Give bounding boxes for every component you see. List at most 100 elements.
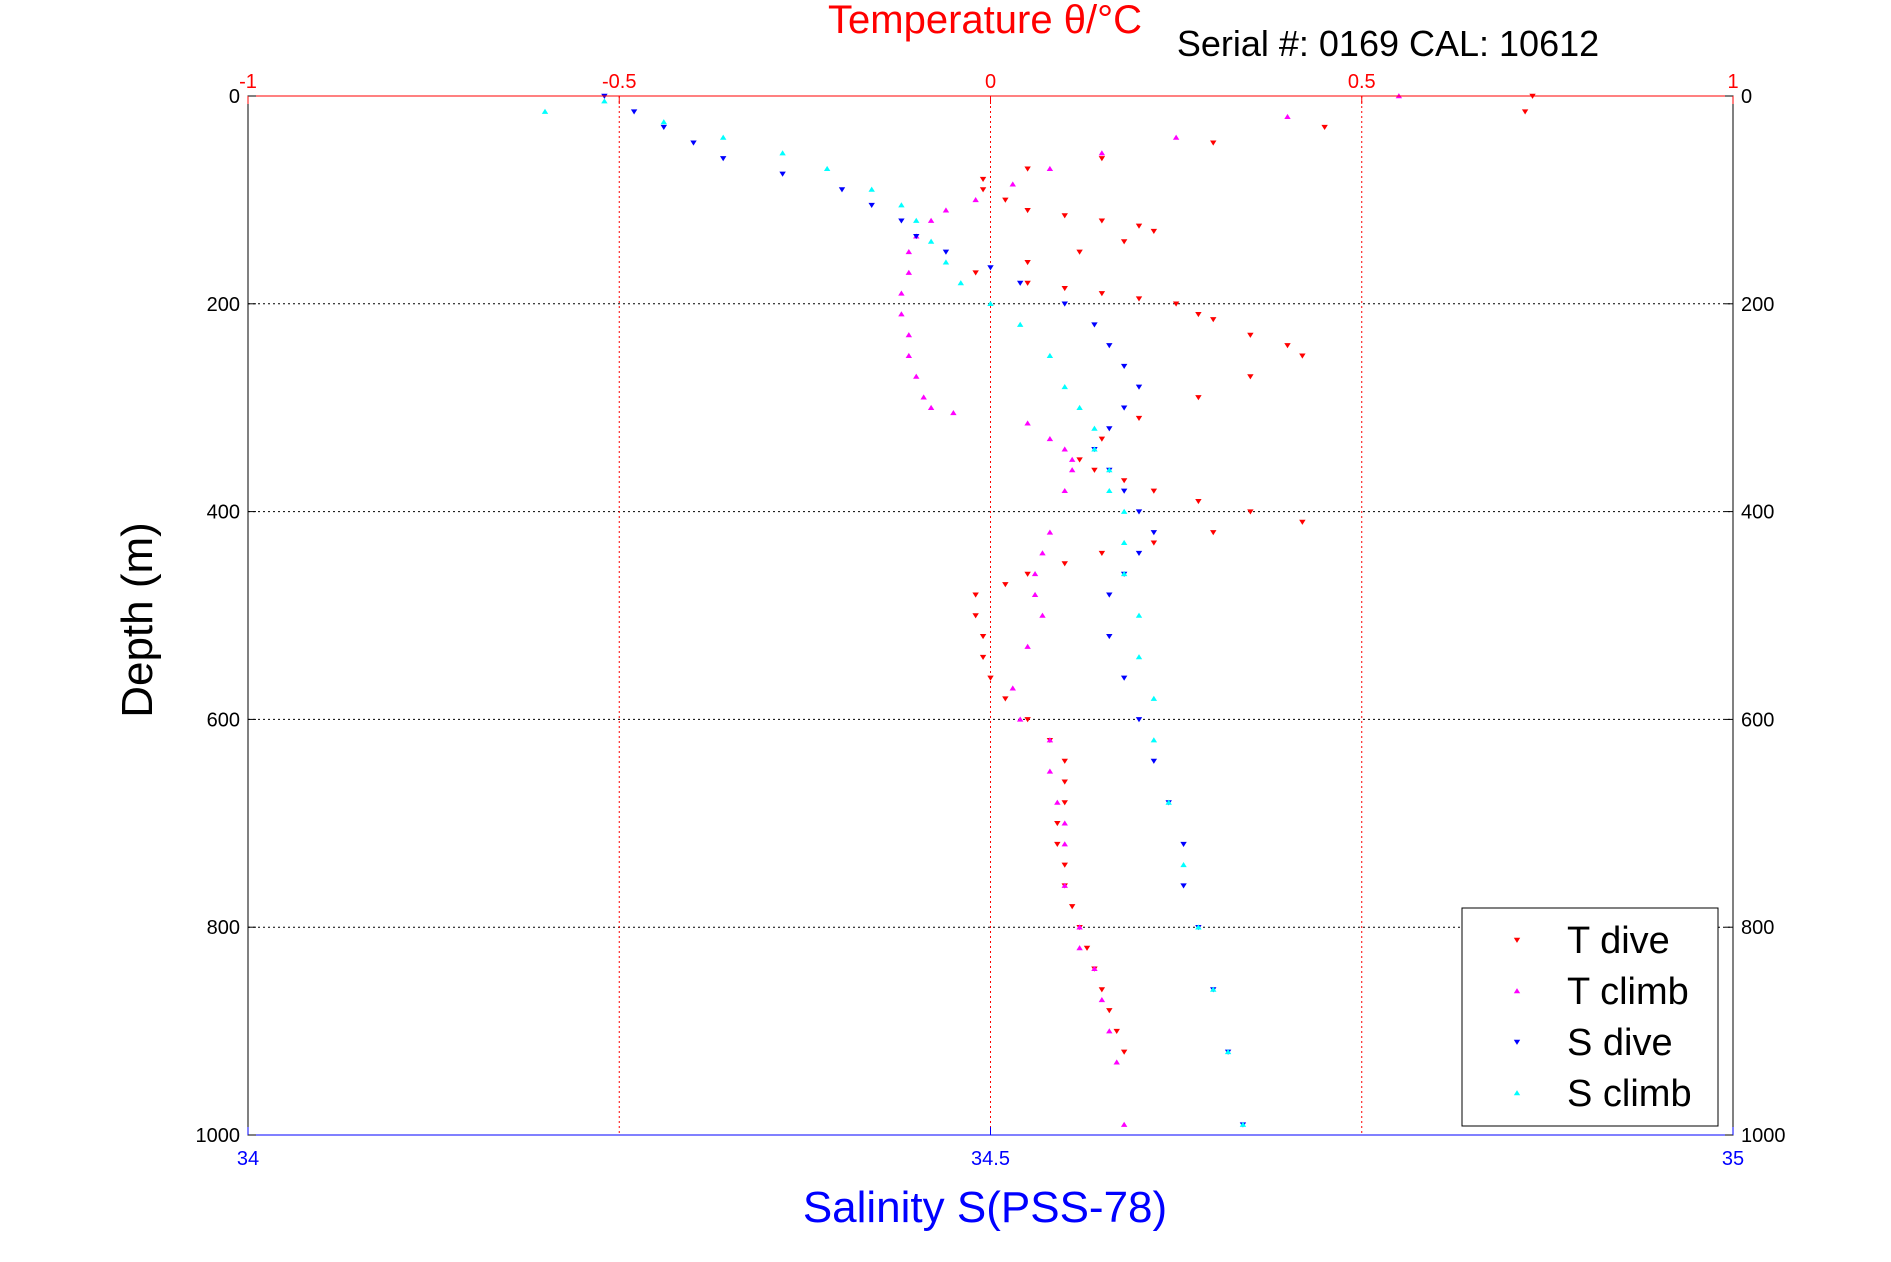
data-point-t-dive [1299, 519, 1306, 525]
data-point-t-dive [1247, 374, 1254, 380]
data-point-s-climb [1017, 321, 1024, 327]
data-point-t-dive [1091, 467, 1098, 473]
data-point-s-climb [1106, 467, 1113, 473]
data-point-t-climb [1061, 487, 1068, 494]
data-point-t-climb [1098, 150, 1106, 156]
y-tick-label-left: 0 [229, 86, 240, 108]
data-point-t-climb [1068, 456, 1076, 462]
y-tick-label-left: 400 [207, 502, 240, 524]
data-point-t-climb [905, 352, 913, 358]
data-point-s-climb [1210, 986, 1217, 992]
data-point-t-dive [1113, 1028, 1120, 1034]
data-point-s-dive [1120, 675, 1128, 681]
data-point-s-climb [913, 217, 920, 223]
data-point-t-climb [927, 404, 935, 410]
data-point-s-climb [942, 259, 950, 265]
data-point-s-climb [927, 238, 935, 244]
data-point-t-dive [1299, 353, 1306, 359]
y-tick-label-right: 600 [1741, 709, 1774, 731]
data-point-s-dive [1120, 363, 1128, 370]
y-tick-label-left: 200 [207, 294, 240, 316]
data-point-t-dive [1024, 717, 1031, 723]
data-point-s-climb [823, 165, 831, 171]
chart-title: Temperature θ/°C [828, 0, 1142, 42]
data-point-s-dive [1150, 758, 1158, 764]
data-point-t-climb [1076, 945, 1083, 951]
data-point-s-dive [1106, 343, 1113, 349]
top-tick-label: 0 [985, 71, 996, 93]
data-point-t-dive [1135, 223, 1143, 229]
data-point-s-climb [1150, 695, 1158, 701]
data-point-t-climb [1024, 643, 1031, 649]
data-point-t-climb [1031, 591, 1039, 597]
data-point-t-dive [1098, 436, 1106, 442]
data-point-t-climb [898, 290, 905, 296]
data-point-t-dive [972, 613, 979, 619]
data-point-s-dive [690, 140, 697, 146]
data-point-t-dive [1061, 862, 1068, 868]
data-point-s-climb [1180, 861, 1187, 868]
data-point-s-climb [720, 134, 727, 140]
legend-entry: T dive [1513, 920, 1670, 962]
data-point-t-climb [1091, 965, 1098, 971]
legend-marker [1513, 1090, 1521, 1096]
data-point-t-climb [1284, 113, 1291, 120]
data-point-t-dive [1120, 239, 1128, 245]
data-point-s-climb [1120, 508, 1128, 514]
data-point-t-climb [920, 394, 927, 400]
data-point-s-dive [720, 156, 727, 162]
y-tick-label-right: 400 [1741, 502, 1774, 524]
data-point-t-climb [1113, 1059, 1120, 1065]
data-point-t-dive [1135, 415, 1143, 421]
data-point-t-dive [1076, 457, 1083, 463]
data-point-s-dive [913, 234, 920, 240]
data-point-t-climb [1076, 924, 1083, 930]
data-point-t-climb [1017, 716, 1024, 722]
data-point-t-climb [905, 248, 913, 255]
data-point-t-dive [1247, 509, 1254, 515]
y-tick-label-left: 800 [207, 917, 240, 939]
data-point-t-climb [1046, 165, 1054, 171]
grid-lines [248, 96, 1733, 1135]
x-axis-label-bottom: Salinity S(PSS-78) [803, 1183, 1167, 1232]
data-point-t-climb [1046, 529, 1054, 535]
data-point-t-dive [1061, 800, 1068, 806]
data-point-t-climb [1106, 1028, 1113, 1034]
data-point-t-dive [1210, 530, 1217, 536]
data-point-s-dive [1135, 717, 1143, 723]
data-point-t-dive [1098, 218, 1106, 224]
data-point-s-dive [630, 109, 638, 115]
data-point-t-climb [905, 332, 913, 338]
data-point-s-dive [838, 187, 846, 193]
data-point-t-dive [1054, 841, 1061, 847]
bottom-tick-label: 34 [237, 1148, 259, 1170]
data-point-s-dive [1135, 509, 1143, 515]
data-point-t-dive [1135, 296, 1143, 302]
data-point-t-climb [1061, 841, 1068, 847]
data-point-s-climb [1091, 425, 1098, 431]
data-point-s-climb [868, 186, 875, 192]
y-tick-label-left: 1000 [196, 1125, 241, 1147]
data-point-s-dive [1061, 301, 1068, 307]
data-point-t-climb [972, 197, 979, 203]
data-point-t-dive [1521, 109, 1529, 115]
data-point-t-dive [1321, 124, 1328, 131]
data-point-t-dive [987, 675, 994, 681]
legend-label: S climb [1567, 1073, 1692, 1115]
data-point-t-dive [1106, 1008, 1113, 1014]
data-point-t-dive [1002, 582, 1009, 588]
data-point-s-climb [779, 150, 786, 156]
data-point-t-dive [972, 270, 979, 276]
data-point-t-climb [1061, 882, 1068, 888]
data-point-t-dive [1284, 343, 1291, 349]
data-point-t-dive [1024, 280, 1031, 286]
data-point-s-climb [601, 98, 608, 104]
data-point-s-dive [1106, 592, 1113, 598]
data-point-t-dive [979, 176, 987, 182]
y-tick-label-right: 0 [1741, 86, 1752, 108]
data-point-s-climb [1165, 799, 1172, 805]
data-point-t-dive [1061, 758, 1068, 764]
legend-entry: T climb [1513, 971, 1689, 1013]
data-point-t-dive [1024, 260, 1031, 266]
data-point-t-climb [1009, 181, 1016, 187]
